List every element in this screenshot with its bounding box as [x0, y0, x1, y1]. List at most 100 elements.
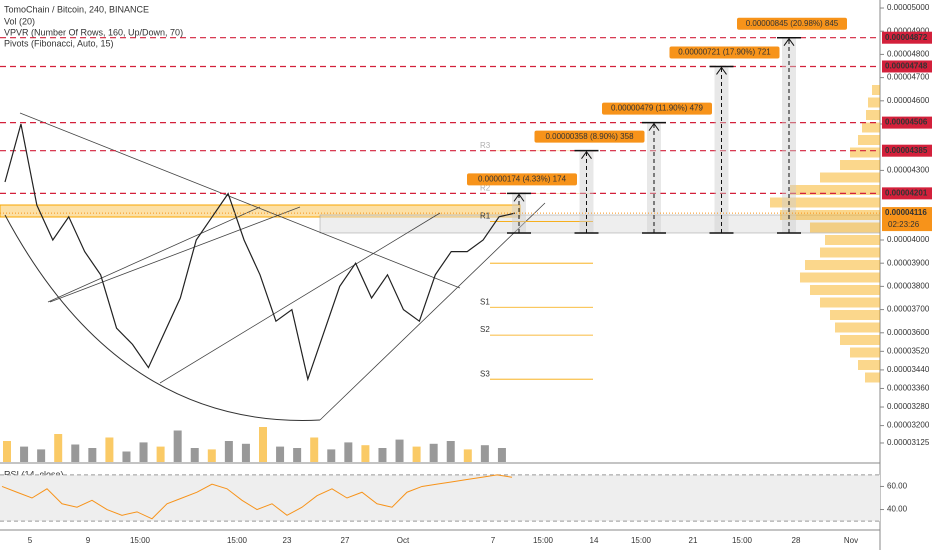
pivot-label: R1	[480, 212, 491, 221]
y-tick-label: 0.00004000	[887, 235, 930, 244]
volume-bar	[310, 437, 319, 462]
x-tick-label: 5	[28, 536, 33, 545]
volume-bar	[71, 444, 80, 462]
arrow-head	[648, 122, 660, 131]
y-tick-label: 0.00003600	[887, 328, 930, 337]
y-tick-label: 0.00004900	[887, 26, 930, 35]
last-price-label: 0.00004116	[885, 208, 927, 217]
volume-bar	[446, 441, 455, 462]
volume-bar	[259, 427, 267, 462]
y-tick-label: 0.00003520	[887, 346, 930, 355]
y-tick-label: 0.00003280	[887, 402, 930, 411]
level-label-box	[882, 116, 932, 129]
pivot-label: S3	[480, 369, 490, 378]
level-label: 0.00004506	[885, 118, 928, 127]
volume-bar	[3, 441, 11, 462]
level-label: 0.00004872	[885, 33, 928, 42]
vpvr-row	[820, 297, 880, 308]
volume-bar	[276, 446, 285, 462]
x-tick-label: 14	[590, 536, 599, 545]
target-column	[579, 150, 594, 233]
indicator-title: Pivots (Fibonacci, Auto, 15)	[4, 38, 114, 48]
volume-bar	[88, 448, 97, 462]
vpvr-row	[820, 247, 880, 258]
vpvr-row	[862, 122, 880, 133]
y-tick-label: 0.00005000	[887, 3, 930, 12]
volume-bar	[412, 446, 421, 462]
target-label: 0.00000358 (8.90%) 358	[545, 132, 634, 141]
volume-bar	[293, 448, 302, 462]
vpvr-row	[865, 372, 880, 383]
volume-bar	[207, 449, 216, 462]
target-label: 0.00000721 (17.90%) 721	[678, 48, 771, 57]
countdown: 02:23:26	[888, 220, 920, 229]
y-tick-label: 0.00004700	[887, 73, 930, 82]
y-tick-label: 0.00003800	[887, 282, 930, 291]
last-price-box	[882, 207, 932, 232]
y-tick-label: 0.00004300	[887, 166, 930, 175]
arrow-head	[513, 193, 525, 202]
arrow-head	[783, 37, 795, 46]
volume-bar	[190, 448, 199, 462]
vpvr-row	[858, 135, 880, 145]
volume-bar	[241, 443, 250, 462]
vpvr-row	[790, 185, 880, 195]
target-column	[714, 66, 729, 234]
level-label-box	[882, 60, 932, 73]
volume-bar	[139, 442, 148, 462]
vpvr-row	[835, 322, 880, 333]
rsi-band	[0, 474, 880, 522]
vpvr-row	[805, 260, 880, 270]
vpvr-row	[770, 197, 880, 208]
target-label-box	[467, 173, 577, 186]
vpvr-row	[866, 110, 880, 120]
cup-arc	[4, 214, 321, 421]
target-column	[782, 37, 796, 233]
target-label: 0.00000845 (20.98%) 845	[746, 19, 839, 28]
x-tick-label: Oct	[397, 536, 410, 545]
volume-bar	[173, 430, 182, 462]
volume-bar	[224, 441, 233, 462]
vpvr-row	[800, 272, 880, 283]
pivot-label: R2	[480, 183, 491, 192]
x-tick-label: 15:00	[631, 536, 652, 545]
target-label: 0.00000479 (11.90%) 479	[611, 104, 703, 113]
indicator-title: VPVR (Number Of Rows, 160, Up/Down, 70)	[4, 27, 183, 37]
volume-bar	[497, 448, 506, 462]
rsi-tick-label: 60.00	[887, 482, 908, 491]
vpvr-row	[850, 147, 880, 158]
vpvr-row	[840, 335, 880, 345]
vpvr-row	[825, 235, 880, 245]
x-tick-label: 15:00	[227, 536, 248, 545]
arrow-head	[716, 66, 727, 75]
vpvr-row	[850, 347, 880, 358]
vpvr-row	[840, 160, 880, 170]
arrow-head	[581, 150, 592, 159]
vpvr-row	[830, 310, 880, 320]
y-tick-label: 0.00003125	[887, 438, 930, 447]
level-label: 0.00004748	[885, 62, 928, 71]
volume-bar	[378, 448, 387, 462]
y-tick-label: 0.00003200	[887, 421, 930, 430]
target-label-box	[737, 17, 847, 30]
x-tick-label: 28	[792, 536, 801, 545]
x-tick-label: 15:00	[533, 536, 554, 545]
vpvr-row	[810, 285, 880, 295]
pivot-label: S1	[480, 297, 490, 306]
target-label-box	[669, 46, 780, 59]
x-tick-label: 7	[491, 536, 496, 545]
volume-bar	[327, 449, 336, 462]
x-tick-label: 27	[341, 536, 350, 545]
volume-bar	[395, 439, 404, 462]
vpvr-row	[810, 222, 880, 233]
y-tick-label: 0.00004600	[887, 96, 930, 105]
rsi-tick-label: 40.00	[887, 505, 908, 514]
y-tick-label: 0.00003360	[887, 384, 930, 393]
x-tick-label: 15:00	[732, 536, 753, 545]
volume-bar	[429, 443, 438, 462]
vpvr-row	[872, 85, 880, 95]
vpvr-row	[868, 97, 880, 108]
volume-bar	[480, 445, 489, 462]
target-label-box	[602, 102, 712, 115]
